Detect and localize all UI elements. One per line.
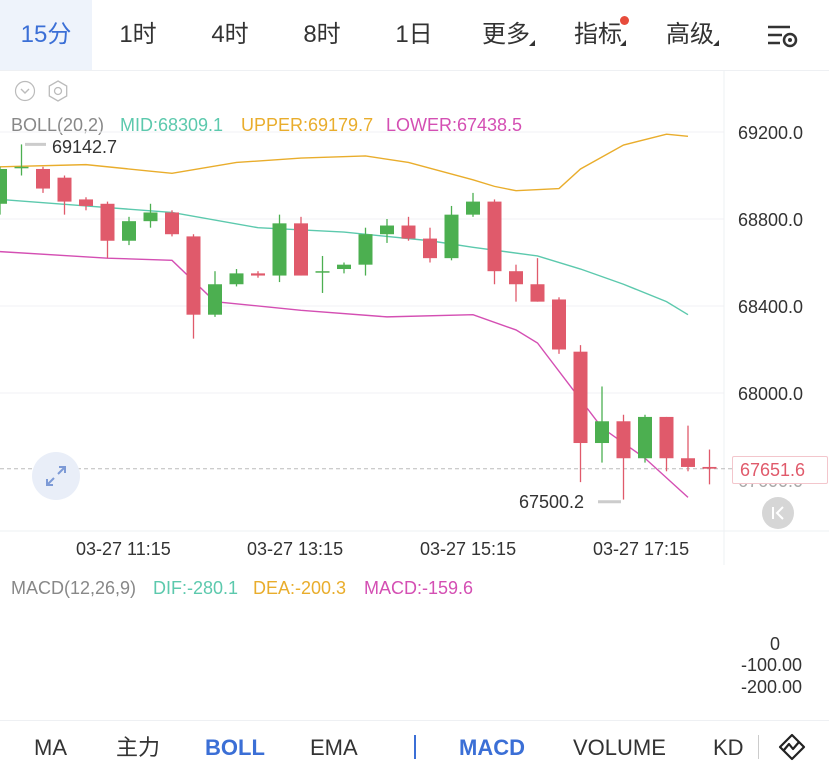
tab-15m[interactable]: 15分 xyxy=(0,0,92,70)
candle-body xyxy=(509,271,523,285)
tab-advanced[interactable]: 高级 xyxy=(666,21,714,48)
candle-body xyxy=(616,421,631,459)
candle-body xyxy=(595,421,609,444)
time-axis-label: 03-27 17:15 xyxy=(593,539,690,559)
current-price-value: 67651.6 xyxy=(740,460,806,480)
candle-body xyxy=(143,212,158,222)
chart-draw-icon[interactable] xyxy=(778,733,806,761)
time-axis-label: 03-27 15:15 xyxy=(420,539,517,559)
chevron-down-icon[interactable] xyxy=(14,80,36,102)
tab-main-force[interactable]: 主力 xyxy=(116,735,161,760)
macd-hist-value: MACD:-159.6 xyxy=(364,578,474,598)
price-axis-label: 68400.0 xyxy=(738,297,804,317)
tab-1d[interactable]: 1日 xyxy=(395,21,433,48)
settings-icon[interactable] xyxy=(766,22,800,50)
scroll-to-latest-button[interactable] xyxy=(762,497,794,529)
candle-body xyxy=(208,284,222,315)
expand-icon xyxy=(46,466,66,486)
candle-body xyxy=(659,416,674,459)
candle-body xyxy=(638,416,652,459)
tab-boll[interactable]: BOLL xyxy=(205,735,265,760)
macd-axis-label: -100.00 xyxy=(741,655,803,675)
candle-body xyxy=(272,223,287,276)
tab-ma[interactable]: MA xyxy=(34,735,67,760)
candle-body xyxy=(466,201,480,215)
notification-dot xyxy=(620,16,629,25)
macd-title: MACD(12,26,9) xyxy=(11,578,137,598)
candle-body xyxy=(165,212,179,235)
time-axis-label: 03-27 13:15 xyxy=(247,539,344,559)
candle-body xyxy=(315,271,330,273)
candle-body xyxy=(122,221,136,241)
candle-body xyxy=(0,168,7,204)
candle-body xyxy=(57,177,72,202)
tab-divider xyxy=(414,735,416,759)
time-axis-label: 03-27 11:15 xyxy=(76,539,171,559)
candle-body xyxy=(681,458,695,467)
candle-body xyxy=(702,466,717,469)
advanced-dropdown-icon xyxy=(713,40,719,46)
tab-4h[interactable]: 4时 xyxy=(211,21,249,48)
candle-body xyxy=(14,166,29,169)
candle-body xyxy=(401,225,416,239)
candle-body xyxy=(79,199,93,206)
more-dropdown-icon xyxy=(529,40,535,46)
candle-body xyxy=(186,236,201,315)
timeframe-bar: 15分 1时 4时 8时 1日 更多 指标 高级 xyxy=(0,0,829,71)
boll-title: BOLL(20,2) xyxy=(11,115,105,135)
boll-upper-value: UPPER:69179.7 xyxy=(241,115,374,135)
tab-1h[interactable]: 1时 xyxy=(119,21,157,48)
candle-body xyxy=(530,284,545,302)
candle-body xyxy=(444,214,459,259)
candle-body xyxy=(229,273,244,285)
candle-body xyxy=(573,351,588,444)
macd-axis-label: 0 xyxy=(770,634,781,654)
candle-body xyxy=(552,299,566,350)
candle-body xyxy=(251,273,265,276)
tab-kd[interactable]: KD xyxy=(713,735,744,760)
candle-body xyxy=(337,264,351,270)
price-axis-label: 68800.0 xyxy=(738,210,804,230)
price-axis-label: 69200.0 xyxy=(738,123,804,143)
high-price-label: 69142.7 xyxy=(52,137,118,157)
gear-icon[interactable] xyxy=(46,79,70,103)
boll-lower-value: LOWER:67438.5 xyxy=(386,115,523,135)
tab-ema[interactable]: EMA xyxy=(310,735,358,760)
tab-8h[interactable]: 8时 xyxy=(303,21,341,48)
candle-body xyxy=(100,203,115,241)
expand-button[interactable] xyxy=(32,452,80,500)
candle-body xyxy=(36,168,50,189)
indicators-dropdown-icon xyxy=(620,40,626,46)
boll-mid-value: MID:68309.1 xyxy=(120,115,224,135)
candle-body xyxy=(294,223,308,276)
macd-dea-value: DEA:-200.3 xyxy=(253,578,347,598)
tab-more[interactable]: 更多 xyxy=(482,21,530,48)
current-price-tag: 67651.6 xyxy=(732,456,828,484)
candle-body xyxy=(380,225,394,235)
tab-volume[interactable]: VOLUME xyxy=(573,735,666,760)
tab-indicators[interactable]: 指标 xyxy=(574,21,622,48)
boll-upper-line xyxy=(0,133,689,192)
low-price-label: 67500.2 xyxy=(519,492,585,512)
candlestick-chart[interactable] xyxy=(0,70,829,565)
tab-macd[interactable]: MACD xyxy=(459,735,525,760)
candle-body xyxy=(358,234,373,265)
candle-body xyxy=(487,201,502,272)
candle-body xyxy=(423,238,437,259)
price-axis-label: 68000.0 xyxy=(738,384,804,404)
macd-dif-value: DIF:-280.1 xyxy=(153,578,239,598)
macd-axis-label: -200.00 xyxy=(741,677,803,697)
tab-divider xyxy=(758,735,759,759)
scroll-to-latest-icon xyxy=(772,506,784,520)
indicator-bar: MA 主力 BOLL EMA MACD VOLUME KD xyxy=(0,720,829,774)
